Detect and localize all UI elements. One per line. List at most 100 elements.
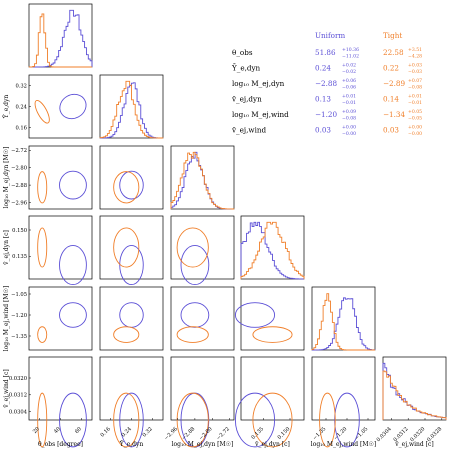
y-axis-label: log₁₀ M_ej,wind [M☉] — [3, 286, 10, 351]
y-axis-label: log₁₀ M_ej,dyn [M☉] — [3, 147, 10, 209]
panel-frame — [240, 286, 305, 351]
x-tick-label: 20 — [32, 426, 41, 435]
legend-tight-value: 22.58 — [383, 48, 404, 57]
legend-uniform-up: +0.06 — [342, 78, 356, 84]
panel-frame — [170, 286, 235, 351]
contour-uniform — [234, 392, 276, 448]
panel-frame — [99, 145, 164, 210]
legend-tight-down: −0.01 — [408, 100, 422, 106]
legend-row-label: θ_obs — [232, 48, 253, 57]
panel-frame — [382, 356, 447, 421]
contour-uniform — [119, 302, 144, 328]
legend-uniform-value: 0.03 — [315, 126, 331, 135]
panel-frame — [311, 356, 376, 421]
x-axis-label: θ_obs [degree] — [38, 441, 83, 448]
x-tick-label: −1.05 — [354, 426, 369, 441]
y-axis-label: v̄_ej,wind [c] — [3, 369, 10, 408]
legend-tight-up: +0.07 — [408, 78, 422, 84]
legend-row-label: v̄_ej,dyn — [231, 95, 262, 104]
legend-uniform-down: −0.02 — [342, 69, 356, 75]
legend-uniform-up: +0.09 — [342, 109, 356, 115]
legend-uniform-up: +0.01 — [342, 94, 356, 100]
panel-frame — [170, 215, 235, 280]
legend-uniform-value: −2.88 — [315, 79, 337, 88]
contour-uniform — [180, 244, 210, 286]
y-tick-label: −2.72 — [11, 148, 27, 154]
contour-uniform — [59, 170, 87, 200]
legend-uniform-down: −0.01 — [342, 100, 356, 106]
x-tick-label: 0.16 — [99, 426, 111, 438]
panel-frame — [170, 356, 235, 421]
y-tick-label: 0.24 — [15, 104, 27, 110]
panel-mw-ye — [99, 286, 164, 351]
hist-uniform — [311, 297, 376, 351]
legend-tight-up: +0.05 — [408, 109, 422, 115]
panel-frame — [28, 215, 93, 280]
panel-frame — [240, 356, 305, 421]
contour-uniform — [59, 392, 87, 448]
contour-tight — [37, 227, 48, 268]
panel-frame — [99, 215, 164, 280]
legend-uniform-value: 0.13 — [315, 95, 331, 104]
contour-uniform — [59, 302, 87, 328]
x-tick-label: −1.35 — [312, 426, 327, 441]
panel-md-ye — [99, 145, 164, 210]
x-tick-label: 60 — [74, 426, 83, 435]
contour-uniform — [180, 302, 210, 328]
contour-tight — [176, 227, 209, 268]
legend-table: Uniform Tight θ_obs 51.86 +10.36−11.02 22.58 +… — [231, 31, 422, 137]
legend-row-label: v̄_ej,wind — [231, 126, 267, 135]
contour-tight — [176, 326, 209, 343]
panel-mw-md — [170, 286, 235, 351]
legend-tight-up: +0.01 — [408, 94, 422, 100]
hist-uniform — [99, 82, 164, 139]
x-axis-label: log₁₀ M_ej,dyn [M☉] — [172, 441, 234, 448]
contour-uniform — [334, 392, 360, 448]
x-tick-label: 0.135 — [250, 426, 265, 441]
legend-tight-value: 0.14 — [383, 95, 399, 104]
contour-tight — [37, 171, 48, 204]
legend-tight-value: −1.34 — [383, 110, 405, 119]
hist-tight — [99, 80, 164, 139]
y-axis-label: v̄_ej,dyn [c] — [3, 230, 10, 266]
y-tick-label: 0.0312 — [9, 393, 27, 399]
panel-ye-ye — [99, 74, 164, 139]
legend-tight-up: +3.51 — [408, 47, 422, 53]
hist-tight — [311, 293, 375, 351]
y-tick-label: −1.35 — [11, 334, 27, 340]
contour-uniform — [119, 244, 144, 286]
contour-tight — [113, 326, 140, 343]
legend-tight-up: +0.03 — [408, 63, 422, 69]
x-tick-label: −2.80 — [198, 426, 213, 441]
legend-uniform-up: +0.00 — [342, 125, 356, 131]
y-tick-label: 0.0320 — [9, 376, 27, 382]
legend-uniform-value: −1.20 — [315, 110, 337, 119]
y-tick-label: −2.80 — [11, 166, 27, 172]
contour-uniform — [59, 93, 87, 120]
contour-uniform — [234, 302, 276, 328]
x-tick-label: 0.32 — [141, 426, 153, 438]
x-axis-label: Ȳ_e,dyn — [119, 441, 144, 448]
x-tick-label: 40 — [53, 426, 62, 435]
contour-tight — [319, 392, 336, 448]
legend-header-tight: Tight — [383, 31, 402, 40]
panel-frame — [170, 145, 235, 210]
legend-uniform-down: −0.06 — [342, 85, 356, 91]
panel-frame — [99, 356, 164, 421]
panel-frame — [99, 74, 164, 139]
hist-tight — [28, 13, 92, 68]
legend-tight-up: +0.00 — [408, 125, 422, 131]
y-tick-label: −1.20 — [11, 313, 27, 319]
hist-uniform — [382, 362, 447, 420]
y-tick-label: 0.135 — [12, 254, 27, 260]
y-tick-label: 0.16 — [15, 125, 27, 131]
legend-uniform-down: −0.08 — [342, 116, 356, 122]
panel-vd-vd — [240, 215, 305, 280]
contour-uniform — [59, 244, 87, 286]
panel-frame — [28, 286, 93, 351]
